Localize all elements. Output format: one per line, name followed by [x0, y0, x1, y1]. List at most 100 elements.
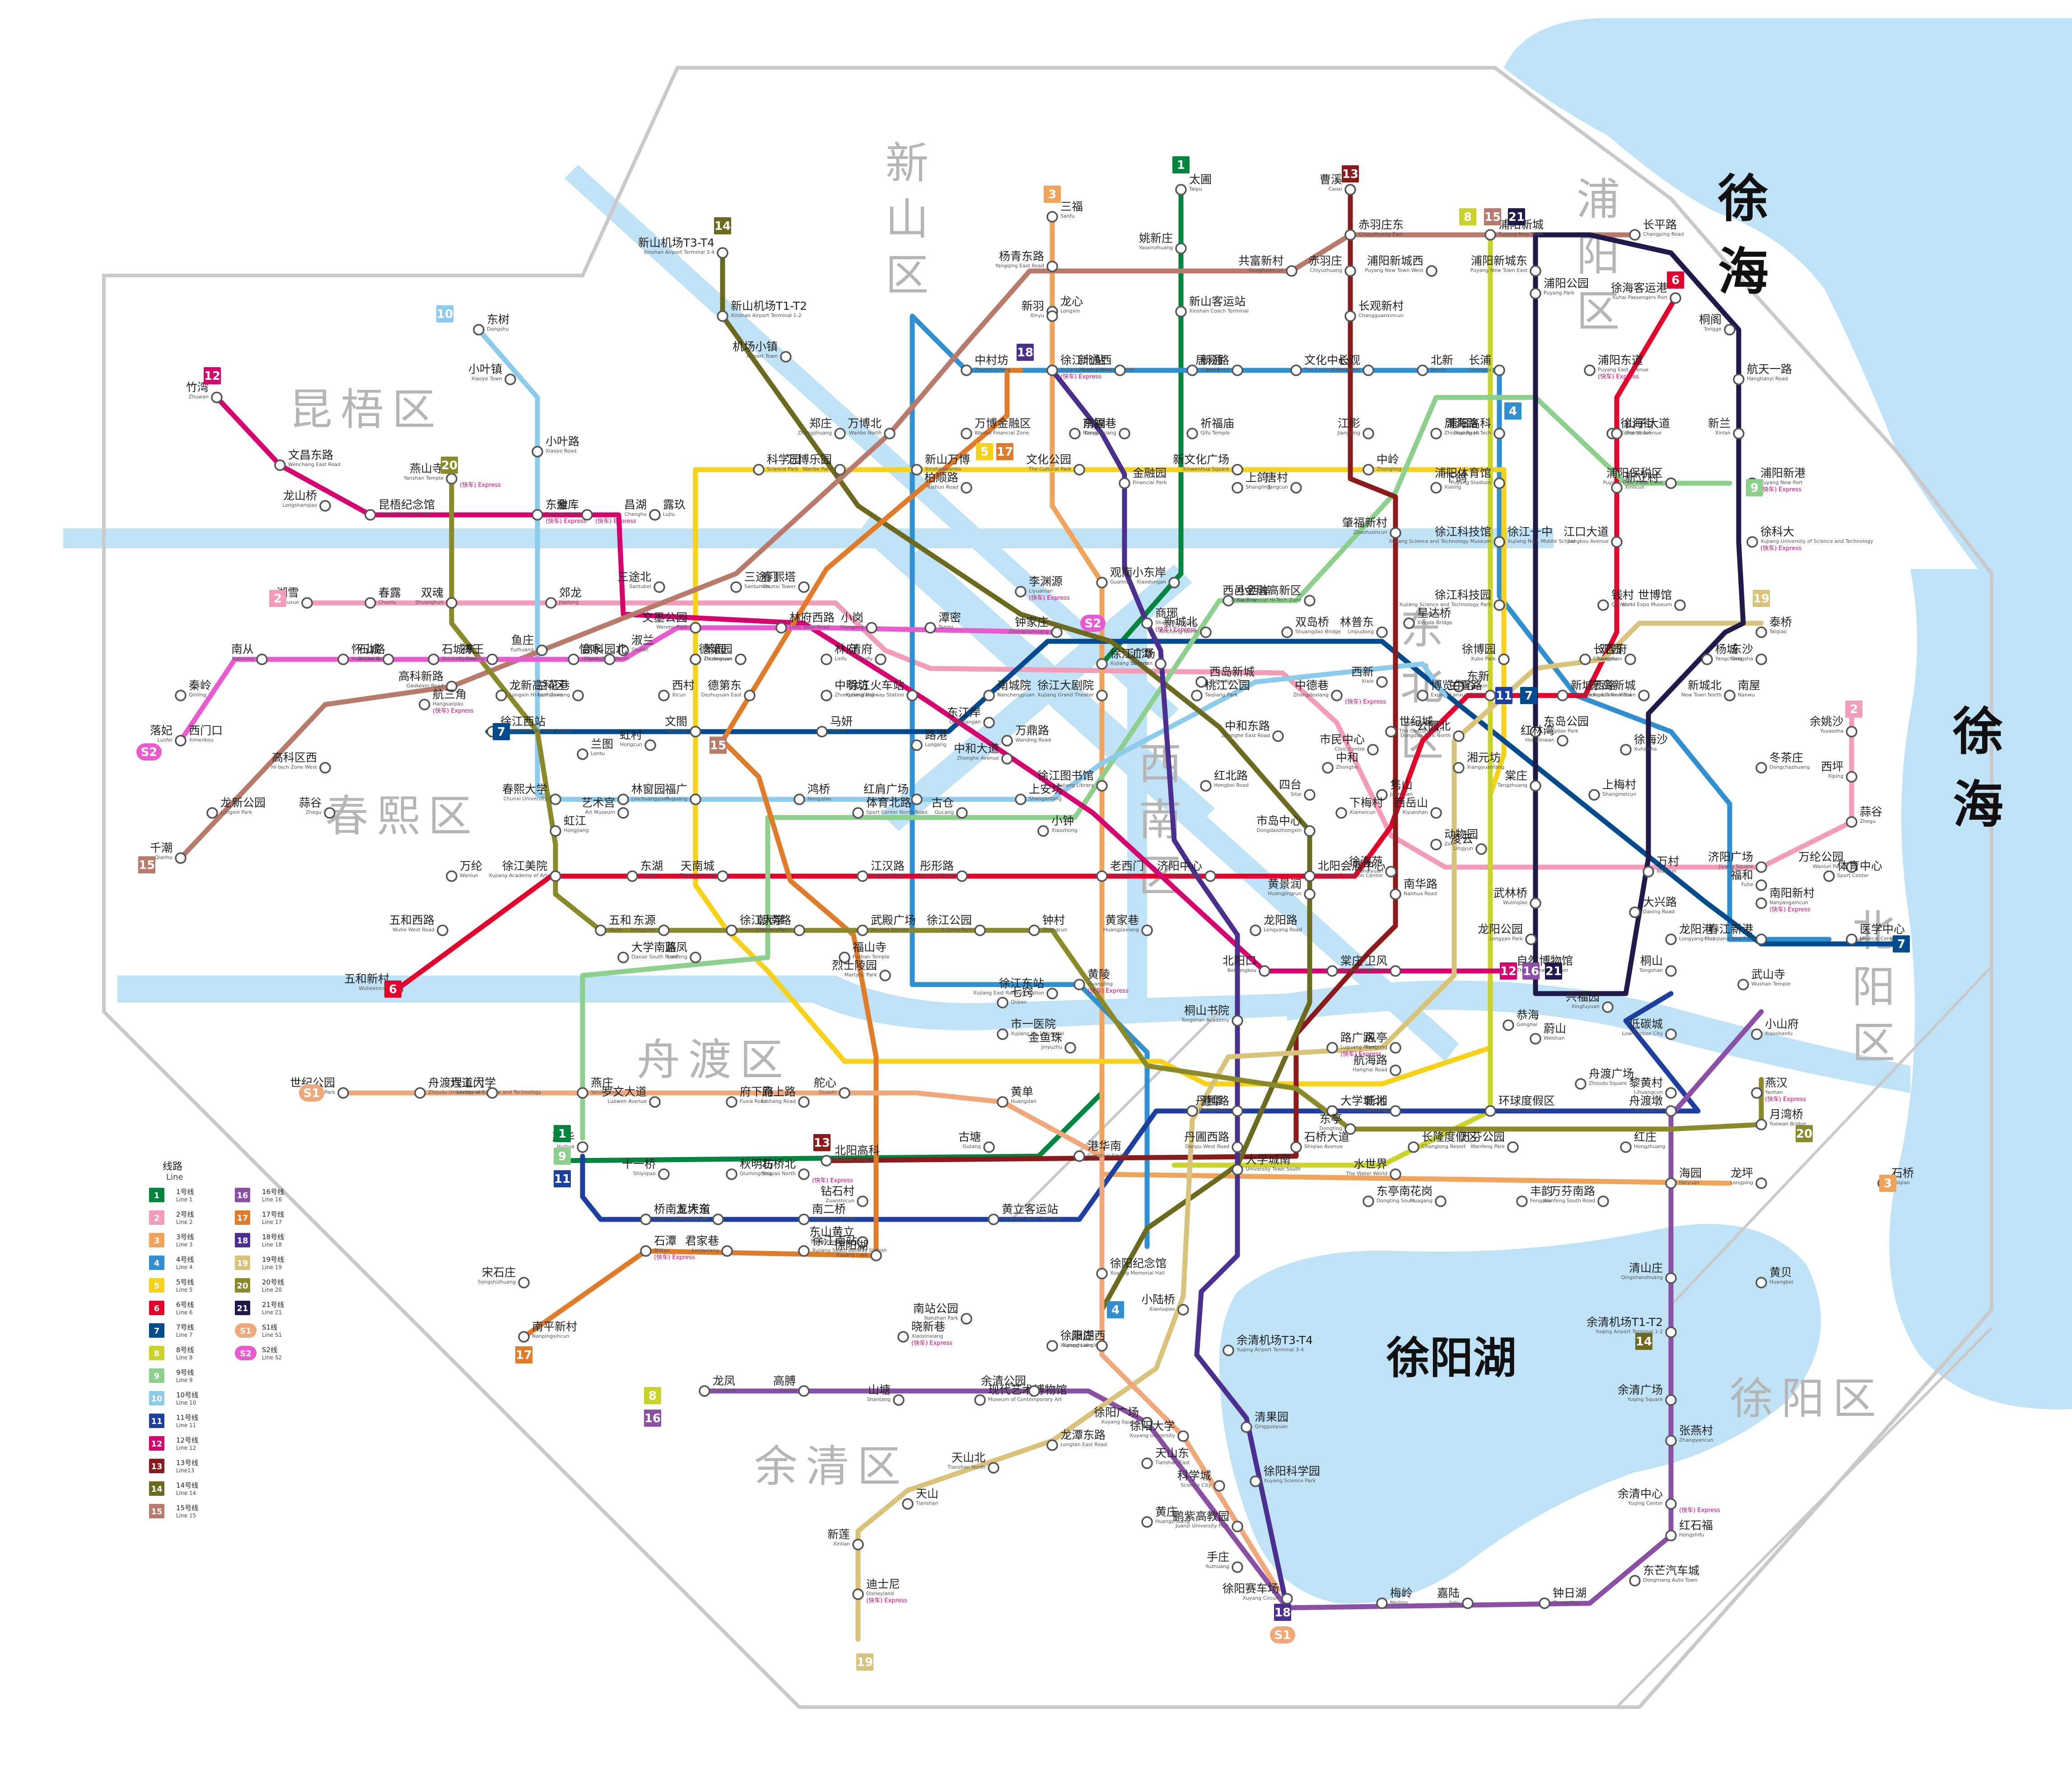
- station-marker[interactable]: [640, 1245, 652, 1257]
- station-marker[interactable]: [1200, 626, 1212, 638]
- station-marker[interactable]: [1304, 789, 1316, 801]
- station-marker[interactable]: [1733, 373, 1745, 385]
- station-marker[interactable]: [1304, 825, 1316, 837]
- line-badge-box[interactable]: [554, 1170, 571, 1187]
- station-marker[interactable]: [1435, 1195, 1447, 1207]
- station-marker[interactable]: [983, 1141, 995, 1153]
- station-marker[interactable]: [1629, 229, 1641, 241]
- station-marker[interactable]: [1141, 1457, 1153, 1469]
- station-marker[interactable]: [821, 654, 832, 665]
- station-marker[interactable]: [1665, 1530, 1677, 1541]
- station-marker[interactable]: [518, 1331, 530, 1343]
- station-marker[interactable]: [1755, 626, 1767, 638]
- station-marker[interactable]: [870, 1250, 882, 1261]
- station-marker[interactable]: [717, 247, 728, 259]
- station-marker[interactable]: [1724, 324, 1736, 336]
- station-marker[interactable]: [1493, 536, 1505, 548]
- station-marker[interactable]: [1643, 866, 1654, 878]
- station-marker[interactable]: [1530, 1033, 1541, 1045]
- station-marker[interactable]: [753, 464, 765, 476]
- station-marker[interactable]: [1344, 184, 1356, 196]
- station-marker[interactable]: [1493, 428, 1505, 439]
- line-badge-box[interactable]: [554, 1125, 571, 1142]
- station-marker[interactable]: [1530, 265, 1541, 277]
- station-marker[interactable]: [726, 1168, 737, 1180]
- station-marker[interactable]: [446, 473, 457, 485]
- station-marker[interactable]: [1363, 364, 1374, 376]
- station-marker[interactable]: [988, 1462, 999, 1474]
- station-marker[interactable]: [1557, 735, 1568, 747]
- station-marker[interactable]: [1232, 1105, 1243, 1117]
- station-marker[interactable]: [893, 1394, 905, 1406]
- station-marker[interactable]: [717, 310, 728, 322]
- station-marker[interactable]: [1326, 1105, 1338, 1117]
- station-marker[interactable]: [1141, 1516, 1153, 1528]
- line-badge-box[interactable]: [1508, 208, 1525, 225]
- line-7-path[interactable]: [485, 639, 1899, 947]
- station-marker[interactable]: [532, 446, 543, 458]
- station-marker[interactable]: [1096, 870, 1108, 882]
- station-marker[interactable]: [1453, 762, 1465, 774]
- station-marker[interactable]: [1493, 599, 1505, 611]
- station-marker[interactable]: [446, 681, 457, 692]
- station-marker[interactable]: [428, 654, 439, 665]
- station-marker[interactable]: [1390, 1064, 1401, 1076]
- station-marker[interactable]: [1037, 825, 1049, 837]
- station-marker[interactable]: [690, 726, 701, 738]
- station-marker[interactable]: [1281, 1593, 1293, 1605]
- station-marker[interactable]: [1737, 979, 1749, 990]
- line-badge-box[interactable]: [515, 1346, 532, 1363]
- station-marker[interactable]: [1223, 595, 1234, 607]
- station-marker[interactable]: [730, 581, 742, 593]
- line-badge[interactable]: 15: [1484, 208, 1501, 225]
- station-marker[interactable]: [364, 597, 376, 609]
